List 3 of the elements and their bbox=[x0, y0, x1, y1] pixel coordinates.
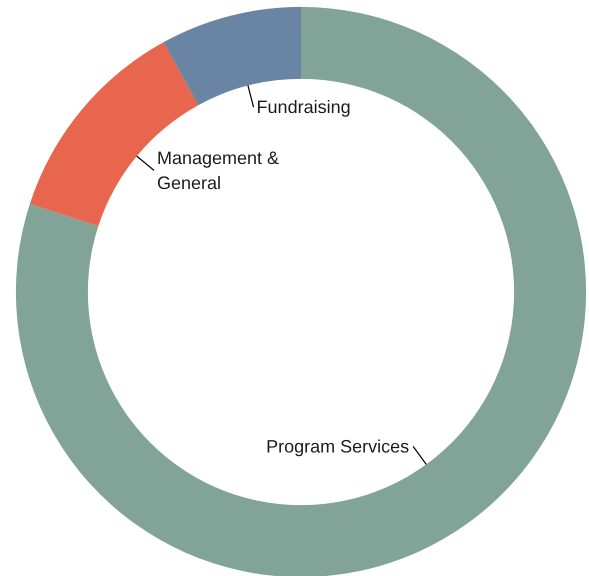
slice-label: Fundraising bbox=[256, 97, 351, 118]
slice-label: Program Services bbox=[266, 436, 410, 456]
slice-label: Management & General bbox=[156, 148, 284, 193]
